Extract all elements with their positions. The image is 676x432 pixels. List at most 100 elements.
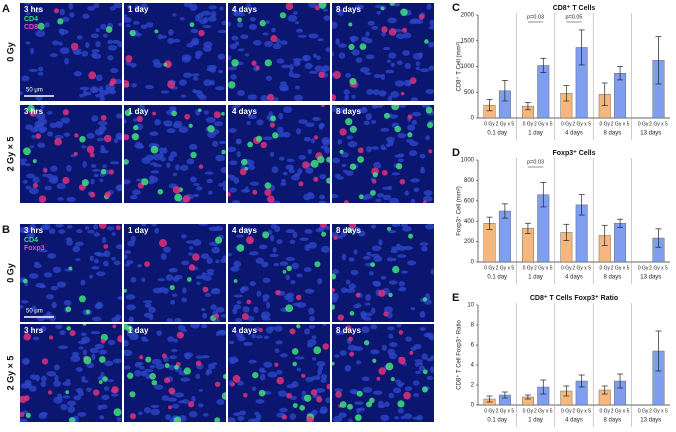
nucleus: [79, 93, 85, 98]
chart-title: CD8⁺ T Cells: [553, 5, 596, 12]
cell: [108, 169, 114, 175]
nucleus: [52, 266, 62, 274]
cell: [113, 408, 122, 417]
micrograph: [20, 224, 122, 322]
panel-letter: D: [452, 147, 460, 159]
nucleus: [246, 3, 252, 9]
nucleus: [117, 296, 122, 300]
cell: [228, 81, 236, 89]
nucleus: [410, 178, 420, 183]
bar-label: 0 Gy: [638, 121, 649, 127]
x-tick-label: 1 day: [528, 418, 543, 424]
nucleus: [160, 253, 167, 261]
nucleus: [85, 42, 90, 49]
nucleus: [232, 307, 238, 315]
nucleus: [296, 128, 302, 135]
y-tick-label: 10: [467, 303, 474, 309]
nucleus: [234, 10, 239, 16]
nucleus: [332, 232, 339, 237]
nucleus: [293, 60, 300, 67]
error-bar: [578, 29, 585, 66]
cell: [169, 284, 175, 291]
nucleus: [380, 127, 390, 132]
cell: [239, 168, 247, 176]
nucleus: [58, 345, 68, 350]
nucleus: [166, 318, 174, 322]
nucleus: [202, 24, 212, 29]
nucleus: [317, 278, 323, 285]
cell: [383, 112, 390, 119]
nucleus: [206, 257, 213, 265]
nucleus: [270, 151, 275, 157]
nucleus: [151, 224, 157, 227]
bar-label: 2 Gy x 5: [572, 408, 591, 414]
nucleus: [90, 178, 95, 185]
micrograph: [228, 324, 330, 422]
nucleus: [371, 146, 380, 150]
nucleus: [228, 66, 238, 71]
cell: [347, 403, 353, 410]
nucleus: [236, 151, 241, 158]
nucleus: [325, 397, 330, 404]
error-bar: [617, 373, 624, 389]
nucleus: [276, 239, 283, 245]
nucleus: [133, 332, 138, 339]
error-bar: [563, 223, 570, 241]
nucleus: [261, 311, 271, 319]
cell: [326, 156, 330, 163]
cell: [124, 134, 130, 141]
nucleus: [371, 245, 382, 252]
y-tick-label: 600: [464, 198, 475, 204]
cell: [100, 338, 106, 344]
timepoint-label: 4 days: [232, 5, 257, 14]
nucleus: [246, 121, 251, 126]
nucleus: [380, 144, 385, 150]
nucleus: [198, 224, 209, 226]
bar-label: 0 Gy: [484, 121, 495, 127]
nucleus: [190, 28, 199, 34]
nucleus: [51, 301, 57, 309]
cell: [247, 141, 254, 148]
nucleus: [196, 281, 201, 286]
cell: [372, 172, 378, 178]
micrograph: [332, 105, 434, 203]
nucleus: [345, 279, 351, 285]
cell: [372, 358, 377, 363]
cell: [366, 401, 373, 408]
nucleus: [229, 359, 239, 363]
nucleus: [208, 226, 219, 232]
nucleus: [311, 335, 317, 340]
nucleus: [355, 57, 363, 63]
error-bar: [617, 66, 624, 81]
nucleus: [229, 43, 238, 50]
cell: [398, 356, 406, 365]
nucleus: [303, 193, 312, 201]
nucleus: [337, 9, 344, 16]
cell: [150, 145, 159, 154]
nucleus: [102, 164, 107, 169]
nucleus: [370, 224, 377, 229]
nucleus: [387, 95, 393, 101]
nucleus: [156, 330, 163, 337]
micrograph: [124, 105, 226, 203]
nucleus: [86, 387, 92, 393]
nucleus: [222, 185, 226, 191]
nucleus: [26, 233, 34, 237]
cell: [109, 81, 115, 87]
bar-label: 0 Gy: [638, 265, 649, 271]
cell: [65, 390, 70, 394]
timepoint-label: 4 days: [232, 107, 257, 116]
nucleus: [419, 153, 426, 159]
nucleus: [190, 324, 200, 329]
nucleus: [132, 189, 141, 196]
nucleus: [91, 353, 96, 360]
nucleus: [402, 226, 412, 232]
cell: [425, 106, 433, 114]
error-bar: [486, 216, 493, 230]
nucleus: [59, 47, 70, 55]
nucleus: [39, 411, 48, 416]
image-bg: [332, 3, 434, 101]
micrograph: [228, 224, 330, 322]
nucleus: [154, 227, 160, 234]
cell: [23, 333, 31, 341]
